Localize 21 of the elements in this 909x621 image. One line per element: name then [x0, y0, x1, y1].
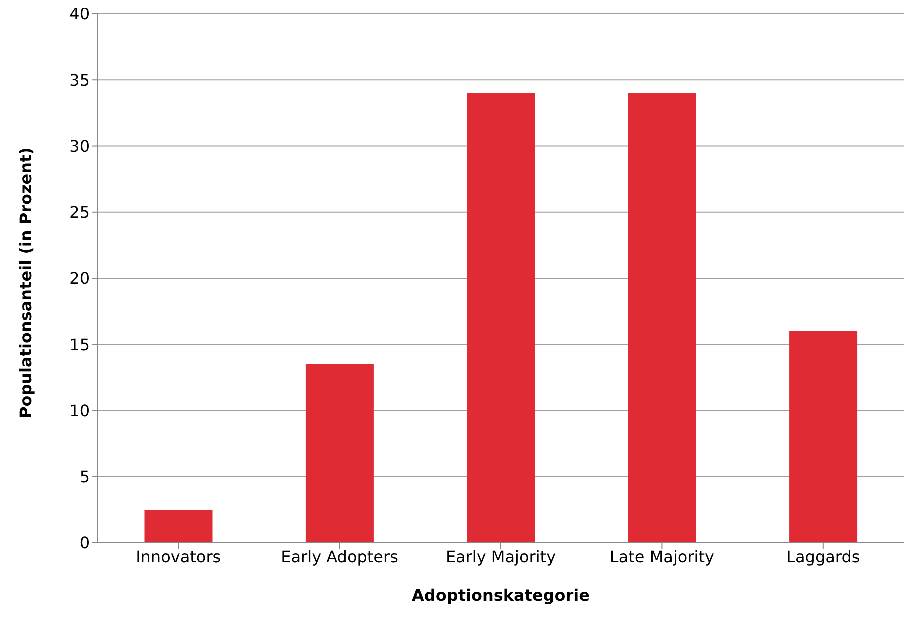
y-tick-label: 35	[70, 70, 90, 90]
x-tick-label: Early Majority	[446, 547, 556, 566]
bar	[306, 364, 374, 543]
y-tick-label: 15	[70, 335, 90, 354]
y-tick-label: 30	[70, 136, 90, 156]
y-tick-label: 20	[70, 269, 90, 288]
y-tick-label: 10	[70, 401, 90, 420]
x-axis-title: Adoptionskategorie	[412, 586, 590, 605]
y-axis-title: Populationsanteil (in Prozent)	[16, 148, 36, 418]
y-tick-label: 40	[70, 4, 90, 24]
y-tick-label: 25	[70, 203, 90, 222]
bar	[628, 93, 696, 543]
bar	[790, 331, 858, 543]
y-tick-label: 5	[80, 468, 90, 487]
x-tick-label: Late Majority	[610, 547, 714, 566]
bar	[467, 93, 536, 543]
y-tick-label: 0	[80, 534, 90, 553]
x-tick-label: Innovators	[136, 547, 222, 566]
x-tick-label: Laggards	[786, 547, 860, 566]
x-tick-label: Early Adopters	[281, 547, 398, 566]
bar	[144, 510, 213, 543]
